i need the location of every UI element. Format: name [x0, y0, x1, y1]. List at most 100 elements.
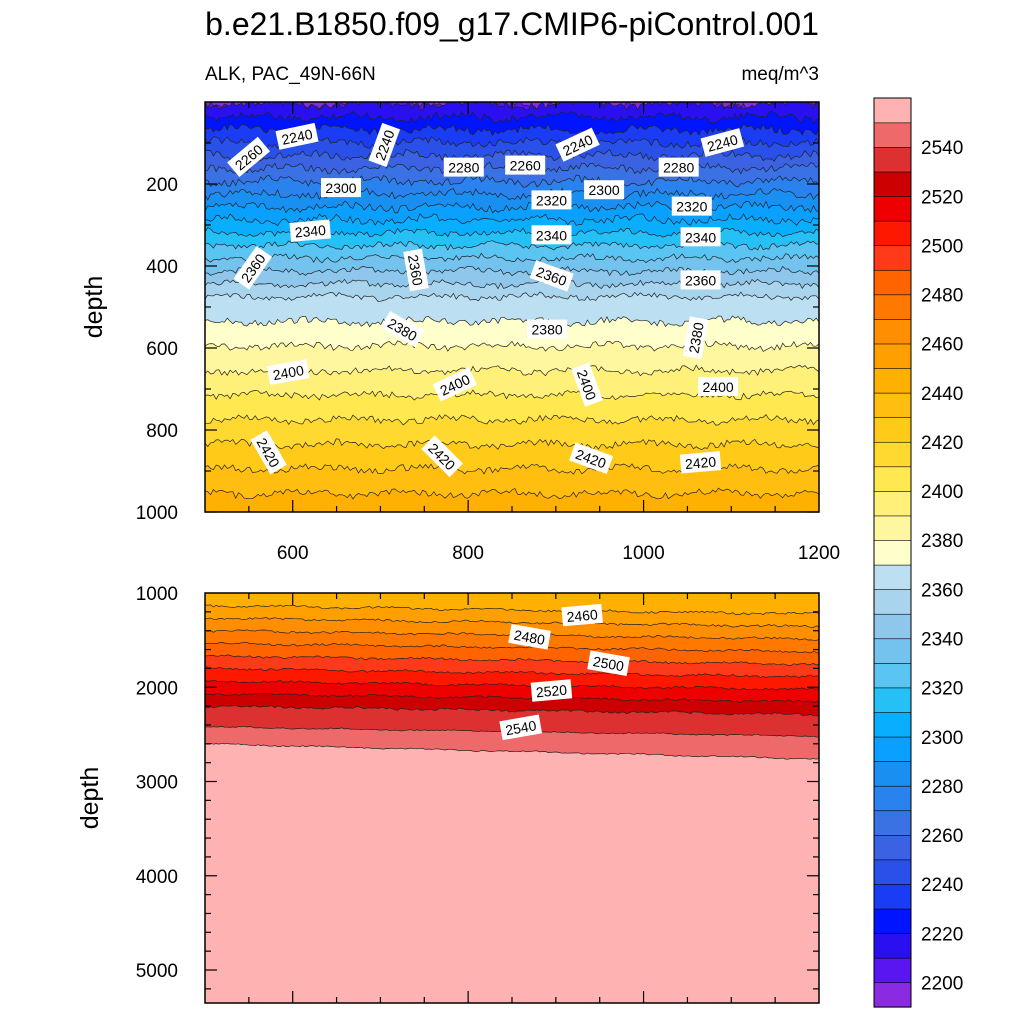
colorbar-swatch [873, 122, 912, 148]
contour-label: 2320 [531, 190, 572, 210]
colorbar-swatch [873, 736, 912, 762]
contour-label-box [266, 359, 310, 385]
y-tick-label: 400 [146, 257, 178, 278]
x-tick-label: 600 [277, 543, 309, 564]
contour-line [205, 742, 819, 760]
contour-label-text: 2280 [663, 160, 694, 176]
colorbar-swatch [873, 245, 912, 271]
contour-label-text: 2320 [676, 199, 707, 215]
contour-label: 2480 [508, 623, 551, 650]
contour-label-text: 2480 [513, 627, 547, 648]
colorbar-swatch [873, 810, 912, 836]
colorbar-label: 2420 [921, 433, 963, 454]
colorbar-label: 2460 [921, 335, 963, 356]
contour-label-box [443, 157, 484, 177]
colorbar-swatch [873, 687, 912, 713]
contour-label-text: 2240 [280, 126, 314, 148]
contour-line [205, 102, 819, 111]
contour-label-box [680, 270, 721, 290]
contour-label-text: 2340 [536, 227, 567, 243]
colorbar: 2200 2220 2240 2260 2280 2300 2320 2340 2360 2380… [873, 97, 963, 1008]
colorbar-label: 2200 [921, 973, 963, 994]
colorbar-swatch [873, 589, 912, 615]
contour-label-box [421, 435, 464, 478]
contour-label: 2300 [584, 180, 625, 200]
colorbar-label: 2480 [921, 286, 963, 307]
chart-title: b.e21.B1850.f09_g17.CMIP6-piControl.001 [205, 6, 819, 42]
contour-label: 2400 [698, 376, 739, 396]
contour-line [205, 174, 819, 188]
contour-label-text: 2460 [566, 606, 599, 625]
lower-contour-labels: 2460 2480 2500 2520 2540 [499, 603, 630, 741]
contour-label: 2340 [531, 225, 572, 245]
contour-line [205, 252, 819, 264]
lower-y-axis-label: depth [76, 767, 104, 830]
contour-line [205, 110, 819, 124]
x-tick-label: 1000 [622, 543, 664, 564]
colorbar-swatch [873, 466, 912, 492]
contour-label-box [680, 227, 721, 247]
contour-label-box [555, 127, 600, 162]
contour-line [205, 705, 819, 717]
contour-label: 2280 [443, 157, 484, 177]
colorbar-swatch [873, 662, 912, 689]
colorbar-swatch [873, 932, 912, 959]
contour-label-box [403, 248, 429, 292]
contour-label: 2240 [700, 128, 745, 157]
contour-label-text: 2400 [272, 362, 306, 383]
contour-label-text: 2360 [405, 253, 426, 287]
contour-label-text: 2300 [325, 180, 356, 196]
colorbar-swatch [873, 883, 912, 910]
contour-label-text: 2520 [535, 682, 568, 701]
colorbar-swatch [873, 97, 912, 124]
contour-label-text: 2360 [685, 272, 716, 288]
contour-label: 2340 [680, 227, 721, 247]
contour-label-box [227, 136, 271, 178]
contour-label-box [432, 367, 477, 402]
y-tick-label: 5000 [136, 961, 178, 982]
colorbar-label: 2520 [921, 187, 963, 208]
colorbar-swatch [873, 908, 912, 934]
contour-label: 2340 [289, 219, 332, 242]
contour-line [205, 213, 819, 227]
colorbar-swatch [873, 761, 912, 787]
colorbar-swatch [873, 269, 912, 296]
colorbar-swatch [873, 392, 912, 418]
contour-label-box [505, 155, 546, 175]
colorbar-swatch [873, 318, 912, 345]
contour-label-text: 2240 [705, 131, 739, 155]
contour-line [205, 438, 819, 451]
y-tick-label: 4000 [136, 867, 178, 888]
colorbar-swatch [873, 220, 912, 247]
contour-label-text: 2340 [294, 222, 327, 241]
colorbar-swatch [873, 859, 912, 885]
contour-fill-band [205, 488, 819, 512]
contour-label-box [380, 310, 425, 348]
contour-label-box [571, 362, 603, 407]
contour-label-box [529, 260, 574, 292]
contour-label-box [368, 122, 401, 167]
units-label: meq/m^3 [741, 64, 819, 85]
contour-label-text: 2380 [532, 322, 563, 338]
colorbar-swatch [873, 515, 912, 541]
colorbar-swatch [873, 490, 912, 517]
colorbar-label: 2260 [921, 826, 963, 847]
contour-line [205, 654, 819, 666]
colorbar-swatch [873, 441, 912, 468]
contour-label-box [561, 603, 603, 627]
contour-label-box [671, 196, 712, 216]
contour-label-box [250, 430, 287, 475]
contour-label: 2260 [505, 155, 546, 175]
contour-label-box [531, 190, 572, 210]
contour-line [205, 617, 819, 628]
contour-line [205, 414, 819, 426]
colorbar-label: 2240 [921, 875, 963, 896]
lower-panel-fill [205, 593, 819, 1003]
contour-label-box [698, 376, 739, 396]
contour-line [205, 487, 819, 500]
contour-label-text: 2500 [592, 653, 626, 674]
colorbar-label: 2280 [921, 777, 963, 798]
colorbar-swatch [873, 417, 912, 443]
colorbar-swatch [873, 195, 912, 222]
contour-label: 2380 [527, 319, 568, 339]
